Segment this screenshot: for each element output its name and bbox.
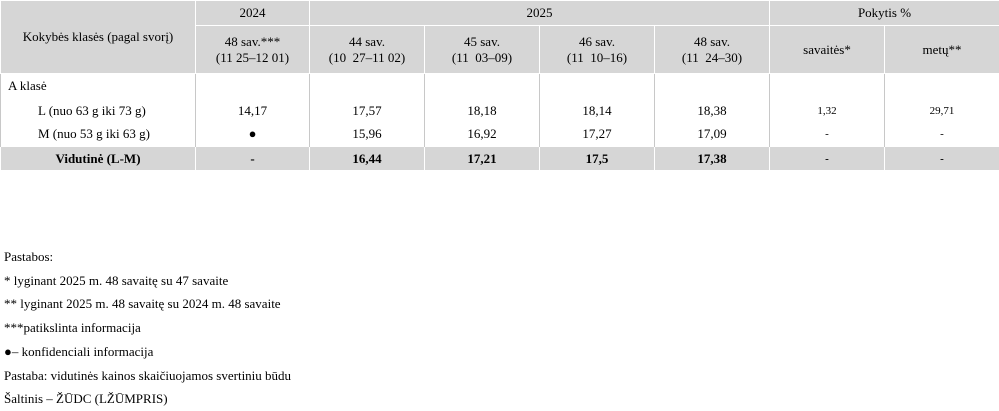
cell: 17,09 xyxy=(655,123,770,147)
week-label: (10 27–11 02) xyxy=(310,50,424,66)
note: Pastabos: xyxy=(4,245,291,269)
header-cell: 2024 xyxy=(196,1,310,26)
cell: - xyxy=(885,147,999,171)
cell: 17,38 xyxy=(655,147,770,171)
header-cell: 2025 xyxy=(310,1,770,26)
cell: - xyxy=(770,147,885,171)
header-cell: Kokybės klasės (pagal svorį) xyxy=(1,1,196,74)
note: ●– konfidenciali informacija xyxy=(4,340,291,364)
group-label: A klasė xyxy=(1,74,196,99)
cell: 1,32 xyxy=(770,99,885,123)
cell: - xyxy=(885,123,999,147)
cell: - xyxy=(196,147,310,171)
cell: - xyxy=(770,123,885,147)
cell: 17,21 xyxy=(425,147,540,171)
cell: 18,18 xyxy=(425,99,540,123)
cell: ● xyxy=(196,123,310,147)
week-label: (11 10–16) xyxy=(540,50,654,66)
row-label: M (nuo 53 g iki 63 g) xyxy=(1,123,196,147)
header-cell: 44 sav.(10 27–11 02) xyxy=(310,26,425,74)
notes: Pastabos:* lyginant 2025 m. 48 savaitę s… xyxy=(4,245,291,411)
header-cell: metų** xyxy=(885,26,999,74)
week-label: (11 24–30) xyxy=(655,50,769,66)
week-label: (11 25–12 01) xyxy=(196,50,309,66)
week-label: 48 sav. xyxy=(655,34,769,50)
cell: 18,38 xyxy=(655,99,770,123)
week-label: 45 sav. xyxy=(425,34,539,50)
note: ** lyginant 2025 m. 48 savaitę su 2024 m… xyxy=(4,292,291,316)
cell: 17,5 xyxy=(540,147,655,171)
cell: 16,92 xyxy=(425,123,540,147)
week-label: 44 sav. xyxy=(310,34,424,50)
cell: 15,96 xyxy=(310,123,425,147)
row-label: L (nuo 63 g iki 73 g) xyxy=(1,99,196,123)
price-table: Kokybės klasės (pagal svorį) 2024 2025 P… xyxy=(0,0,999,171)
header-cell: 45 sav.(11 03–09) xyxy=(425,26,540,74)
header-cell: 48 sav.(11 24–30) xyxy=(655,26,770,74)
cell: 29,71 xyxy=(885,99,999,123)
cell: 17,57 xyxy=(310,99,425,123)
note: * lyginant 2025 m. 48 savaitę su 47 sava… xyxy=(4,269,291,293)
cell: 14,17 xyxy=(196,99,310,123)
row-label: Vidutinė (L-M) xyxy=(1,147,196,171)
week-label: 48 sav.*** xyxy=(196,34,309,50)
header-cell: Pokytis % xyxy=(770,1,999,26)
cell: 16,44 xyxy=(310,147,425,171)
week-label: 46 sav. xyxy=(540,34,654,50)
note: ***patikslinta informacija xyxy=(4,316,291,340)
header-cell: 48 sav.***(11 25–12 01) xyxy=(196,26,310,74)
cell: 17,27 xyxy=(540,123,655,147)
note: Pastaba: vidutinės kainos skaičiuojamos … xyxy=(4,364,291,388)
week-label: (11 03–09) xyxy=(425,50,539,66)
header-cell: savaitės* xyxy=(770,26,885,74)
cell: 18,14 xyxy=(540,99,655,123)
note: Šaltinis – ŽŪDC (LŽŪMPRIS) xyxy=(4,387,291,411)
header-cell: 46 sav.(11 10–16) xyxy=(540,26,655,74)
